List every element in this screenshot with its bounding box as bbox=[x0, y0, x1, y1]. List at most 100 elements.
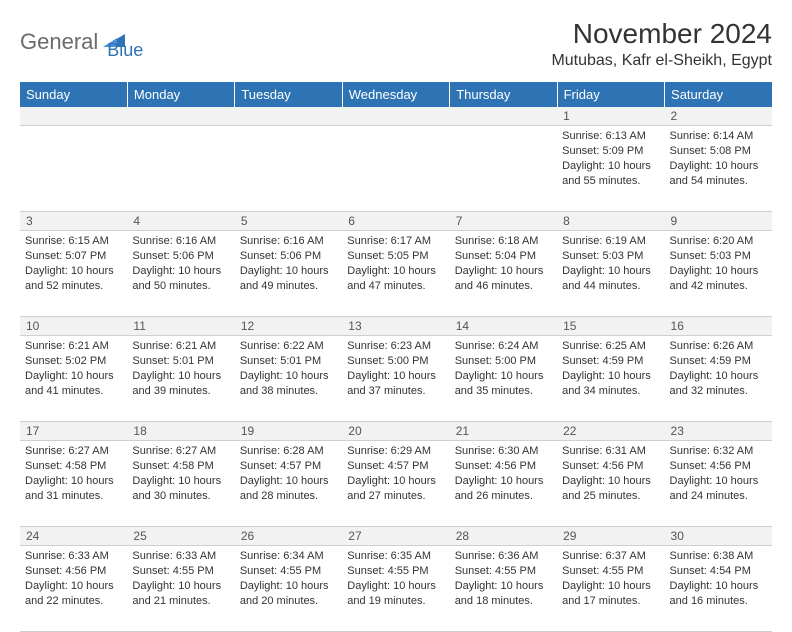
sunrise-text: Sunrise: 6:33 AM bbox=[25, 549, 122, 564]
sunrise-text: Sunrise: 6:13 AM bbox=[562, 129, 659, 144]
day-cell: Sunrise: 6:19 AMSunset: 5:03 PMDaylight:… bbox=[557, 231, 664, 317]
day-content: Sunrise: 6:21 AMSunset: 5:02 PMDaylight:… bbox=[25, 339, 122, 398]
daylight-text: Daylight: 10 hours and 55 minutes. bbox=[562, 159, 659, 189]
daylight-text: Daylight: 10 hours and 47 minutes. bbox=[347, 264, 444, 294]
day-number-cell: 8 bbox=[557, 212, 664, 231]
day-number-cell: 7 bbox=[450, 212, 557, 231]
day-content: Sunrise: 6:38 AMSunset: 4:54 PMDaylight:… bbox=[670, 549, 767, 608]
day-number-cell: 28 bbox=[450, 527, 557, 546]
day-number-cell: 12 bbox=[235, 317, 342, 336]
sunset-text: Sunset: 4:55 PM bbox=[455, 564, 552, 579]
weekday-header: Thursday bbox=[450, 82, 557, 107]
day-cell: Sunrise: 6:35 AMSunset: 4:55 PMDaylight:… bbox=[342, 546, 449, 632]
sunrise-text: Sunrise: 6:15 AM bbox=[25, 234, 122, 249]
sunset-text: Sunset: 5:09 PM bbox=[562, 144, 659, 159]
sunset-text: Sunset: 4:55 PM bbox=[240, 564, 337, 579]
day-content: Sunrise: 6:18 AMSunset: 5:04 PMDaylight:… bbox=[455, 234, 552, 293]
day-content: Sunrise: 6:16 AMSunset: 5:06 PMDaylight:… bbox=[132, 234, 229, 293]
day-content: Sunrise: 6:31 AMSunset: 4:56 PMDaylight:… bbox=[562, 444, 659, 503]
daylight-text: Daylight: 10 hours and 21 minutes. bbox=[132, 579, 229, 609]
day-number-cell: 11 bbox=[127, 317, 234, 336]
day-content: Sunrise: 6:32 AMSunset: 4:56 PMDaylight:… bbox=[670, 444, 767, 503]
day-number-cell: 19 bbox=[235, 422, 342, 441]
sunrise-text: Sunrise: 6:35 AM bbox=[347, 549, 444, 564]
day-cell: Sunrise: 6:34 AMSunset: 4:55 PMDaylight:… bbox=[235, 546, 342, 632]
weekday-header: Monday bbox=[127, 82, 234, 107]
sunset-text: Sunset: 5:03 PM bbox=[562, 249, 659, 264]
day-content: Sunrise: 6:26 AMSunset: 4:59 PMDaylight:… bbox=[670, 339, 767, 398]
sunrise-text: Sunrise: 6:30 AM bbox=[455, 444, 552, 459]
page-title: November 2024 bbox=[551, 18, 772, 50]
daylight-text: Daylight: 10 hours and 20 minutes. bbox=[240, 579, 337, 609]
sunset-text: Sunset: 5:01 PM bbox=[132, 354, 229, 369]
day-cell: Sunrise: 6:16 AMSunset: 5:06 PMDaylight:… bbox=[235, 231, 342, 317]
daylight-text: Daylight: 10 hours and 35 minutes. bbox=[455, 369, 552, 399]
day-content: Sunrise: 6:27 AMSunset: 4:58 PMDaylight:… bbox=[132, 444, 229, 503]
day-cell: Sunrise: 6:22 AMSunset: 5:01 PMDaylight:… bbox=[235, 336, 342, 422]
day-content: Sunrise: 6:13 AMSunset: 5:09 PMDaylight:… bbox=[562, 129, 659, 188]
day-number-cell: 6 bbox=[342, 212, 449, 231]
sunrise-text: Sunrise: 6:24 AM bbox=[455, 339, 552, 354]
day-number-row: 24252627282930 bbox=[20, 527, 772, 546]
day-number-cell: 15 bbox=[557, 317, 664, 336]
day-content: Sunrise: 6:35 AMSunset: 4:55 PMDaylight:… bbox=[347, 549, 444, 608]
day-cell: Sunrise: 6:30 AMSunset: 4:56 PMDaylight:… bbox=[450, 441, 557, 527]
day-content: Sunrise: 6:19 AMSunset: 5:03 PMDaylight:… bbox=[562, 234, 659, 293]
day-content: Sunrise: 6:30 AMSunset: 4:56 PMDaylight:… bbox=[455, 444, 552, 503]
day-number-cell: 27 bbox=[342, 527, 449, 546]
daylight-text: Daylight: 10 hours and 31 minutes. bbox=[25, 474, 122, 504]
day-number-row: 17181920212223 bbox=[20, 422, 772, 441]
day-number-cell: 20 bbox=[342, 422, 449, 441]
week-row: Sunrise: 6:33 AMSunset: 4:56 PM Daylight:… bbox=[20, 546, 772, 632]
day-number-row: 12 bbox=[20, 107, 772, 126]
sunset-text: Sunset: 5:04 PM bbox=[455, 249, 552, 264]
day-cell: Sunrise: 6:31 AMSunset: 4:56 PMDaylight:… bbox=[557, 441, 664, 527]
title-block: November 2024 Mutubas, Kafr el-Sheikh, E… bbox=[551, 18, 772, 70]
day-content: Sunrise: 6:15 AMSunset: 5:07 PMDaylight:… bbox=[25, 234, 122, 293]
day-cell: Sunrise: 6:33 AMSunset: 4:55 PMDaylight:… bbox=[127, 546, 234, 632]
daylight-text: Daylight: 10 hours and 16 minutes. bbox=[670, 579, 767, 609]
day-number-cell bbox=[127, 107, 234, 126]
day-content: Sunrise: 6:28 AMSunset: 4:57 PMDaylight:… bbox=[240, 444, 337, 503]
day-content: Sunrise: 6:22 AMSunset: 5:01 PMDaylight:… bbox=[240, 339, 337, 398]
day-cell: Sunrise: 6:17 AMSunset: 5:05 PMDaylight:… bbox=[342, 231, 449, 317]
daylight-text: Daylight: 10 hours and 28 minutes. bbox=[240, 474, 337, 504]
day-cell: Sunrise: 6:33 AMSunset: 4:56 PMDaylight:… bbox=[20, 546, 127, 632]
sunrise-text: Sunrise: 6:26 AM bbox=[670, 339, 767, 354]
sunset-text: Sunset: 4:57 PM bbox=[347, 459, 444, 474]
day-content: Sunrise: 6:36 AMSunset: 4:55 PMDaylight:… bbox=[455, 549, 552, 608]
day-number-cell: 21 bbox=[450, 422, 557, 441]
day-cell: Sunrise: 6:28 AMSunset: 4:57 PMDaylight:… bbox=[235, 441, 342, 527]
day-content: Sunrise: 6:33 AMSunset: 4:55 PMDaylight:… bbox=[132, 549, 229, 608]
daylight-text: Daylight: 10 hours and 38 minutes. bbox=[240, 369, 337, 399]
day-cell: Sunrise: 6:13 AMSunset: 5:09 PMDaylight:… bbox=[557, 126, 664, 212]
day-number-cell: 3 bbox=[20, 212, 127, 231]
calendar-body: 12Sunrise: 6:13 AMSunset: 5:09 PMDayligh… bbox=[20, 107, 772, 632]
sunrise-text: Sunrise: 6:36 AM bbox=[455, 549, 552, 564]
day-cell: Sunrise: 6:14 AMSunset: 5:08 PMDaylight:… bbox=[665, 126, 772, 212]
sunrise-text: Sunrise: 6:19 AM bbox=[562, 234, 659, 249]
location-text: Mutubas, Kafr el-Sheikh, Egypt bbox=[551, 52, 772, 70]
day-content: Sunrise: 6:27 AMSunset: 4:58 PMDaylight:… bbox=[25, 444, 122, 503]
sunset-text: Sunset: 4:54 PM bbox=[670, 564, 767, 579]
day-cell: Sunrise: 6:32 AMSunset: 4:56 PMDaylight:… bbox=[665, 441, 772, 527]
sunset-text: Sunset: 5:03 PM bbox=[670, 249, 767, 264]
day-number-cell bbox=[235, 107, 342, 126]
logo-text-blue: Blue bbox=[107, 40, 143, 61]
day-number-row: 10111213141516 bbox=[20, 317, 772, 336]
weekday-header: Friday bbox=[557, 82, 664, 107]
sunrise-text: Sunrise: 6:38 AM bbox=[670, 549, 767, 564]
week-row: Sunrise: 6:27 AMSunset: 4:58 PMDaylight:… bbox=[20, 441, 772, 527]
sunrise-text: Sunrise: 6:23 AM bbox=[347, 339, 444, 354]
weekday-header: Saturday bbox=[665, 82, 772, 107]
day-cell: Sunrise: 6:23 AMSunset: 5:00 PMDaylight:… bbox=[342, 336, 449, 422]
sunrise-text: Sunrise: 6:20 AM bbox=[670, 234, 767, 249]
day-number-cell: 9 bbox=[665, 212, 772, 231]
sunrise-text: Sunrise: 6:22 AM bbox=[240, 339, 337, 354]
sunset-text: Sunset: 5:08 PM bbox=[670, 144, 767, 159]
sunset-text: Sunset: 5:07 PM bbox=[25, 249, 122, 264]
daylight-text: Daylight: 10 hours and 49 minutes. bbox=[240, 264, 337, 294]
day-content: Sunrise: 6:17 AMSunset: 5:05 PMDaylight:… bbox=[347, 234, 444, 293]
sunset-text: Sunset: 4:56 PM bbox=[25, 564, 122, 579]
day-cell: Sunrise: 6:18 AMSunset: 5:04 PMDaylight:… bbox=[450, 231, 557, 317]
